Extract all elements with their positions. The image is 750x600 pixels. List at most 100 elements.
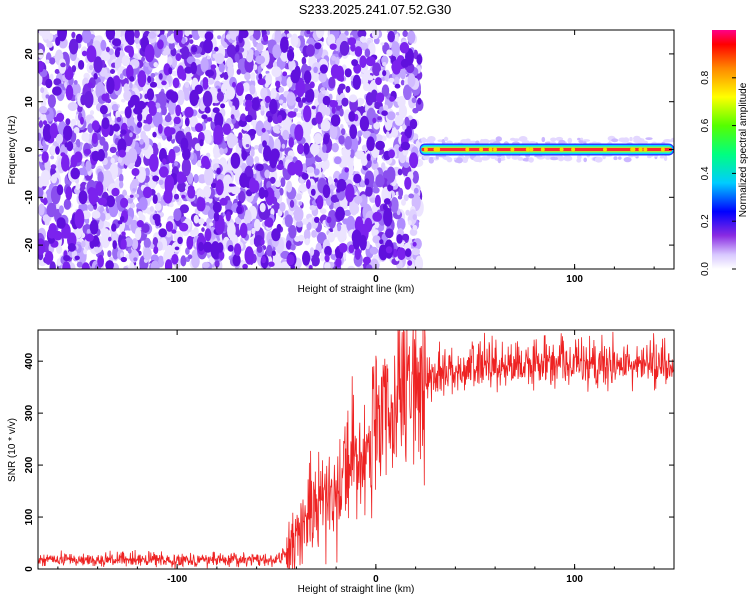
noise-blob	[38, 203, 45, 216]
noise-blob	[129, 82, 133, 89]
spectrogram-x-tick-label: 0	[373, 274, 379, 285]
noise-blob	[75, 138, 81, 149]
noise-blob-strong	[114, 48, 120, 58]
noise-blob-strong	[261, 127, 266, 133]
signal-hotspot	[465, 147, 470, 152]
noise-blob	[76, 261, 83, 268]
noise-blob	[320, 119, 331, 132]
noise-blob	[377, 116, 382, 121]
noise-blob	[164, 114, 172, 123]
noise-blob	[184, 30, 190, 37]
noise-blob	[102, 52, 111, 61]
noise-blob-strong	[194, 84, 203, 95]
noise-blob-strong	[204, 31, 214, 41]
noise-blob	[179, 204, 189, 214]
noise-blob	[81, 132, 90, 142]
noise-blob	[250, 72, 256, 81]
noise-blob-strong	[306, 179, 311, 190]
colorbar-tick-label: 0.4	[700, 166, 711, 180]
noise-blob	[157, 142, 162, 150]
noise-blob-strong	[112, 38, 122, 47]
noise-blob-strong	[97, 197, 108, 206]
noise-blob	[129, 261, 135, 269]
noise-blob	[81, 30, 92, 44]
noise-blob	[53, 78, 62, 86]
noise-blob	[298, 183, 308, 193]
noise-blob-strong	[331, 106, 336, 114]
noise-blob-strong	[323, 134, 330, 145]
noise-blob	[136, 202, 143, 209]
noise-blob-strong	[42, 123, 52, 142]
noise-blob	[282, 115, 292, 133]
noise-blob	[115, 110, 121, 119]
noise-blob	[83, 248, 87, 255]
noise-blob	[260, 100, 265, 107]
noise-blob	[282, 129, 290, 141]
noise-blob-strong	[268, 261, 275, 267]
noise-blob	[203, 129, 212, 138]
noise-blob-strong	[129, 76, 135, 82]
noise-blob-strong	[314, 42, 322, 50]
noise-blob	[109, 146, 117, 154]
noise-blob	[372, 235, 381, 244]
noise-blob	[148, 31, 157, 39]
signal-halo	[517, 156, 524, 161]
noise-blob	[281, 143, 286, 149]
snr-x-axis-label: Height of straight line (km)	[298, 584, 415, 595]
noise-blob	[105, 46, 110, 53]
signal-halo	[577, 137, 581, 141]
noise-blob-strong	[260, 239, 265, 246]
noise-blob-strong	[338, 243, 348, 253]
spectrogram-y-tick-label: 20	[24, 48, 35, 60]
noise-blob	[252, 30, 261, 41]
noise-blob-strong	[296, 84, 305, 91]
noise-blob	[336, 223, 342, 232]
noise-blob	[111, 103, 119, 112]
noise-blob-strong	[70, 154, 78, 168]
noise-blob-strong	[232, 253, 241, 267]
noise-blob	[295, 193, 302, 201]
noise-blob-strong	[409, 118, 418, 130]
noise-blob	[400, 79, 405, 86]
noise-blob	[360, 42, 369, 51]
noise-blob-strong	[81, 50, 88, 57]
noise-blob	[40, 30, 51, 40]
noise-blob	[318, 71, 327, 83]
noise-blob	[265, 73, 273, 86]
noise-blob	[296, 112, 302, 118]
noise-blob	[227, 65, 235, 78]
noise-blob-strong	[180, 71, 187, 81]
noise-blob	[119, 180, 124, 189]
noise-blob-strong	[119, 215, 125, 222]
noise-blob-strong	[165, 221, 174, 232]
noise-blob	[214, 53, 225, 64]
noise-blob-strong	[344, 167, 350, 173]
signal-halo	[594, 156, 603, 163]
noise-blob	[230, 114, 235, 120]
noise-blob-strong	[288, 137, 294, 148]
noise-blob	[408, 220, 412, 226]
noise-blob	[348, 159, 354, 169]
noise-blob	[344, 147, 351, 158]
noise-blob	[245, 144, 250, 148]
noise-blob-strong	[85, 233, 94, 242]
noise-blob-strong	[75, 33, 83, 44]
noise-blob-strong	[173, 30, 183, 43]
noise-blob	[226, 132, 236, 149]
noise-blob	[100, 212, 106, 222]
noise-blob-strong	[310, 188, 316, 196]
signal-halo	[473, 156, 482, 162]
noise-blob-strong	[336, 178, 347, 192]
noise-blob-strong	[280, 36, 289, 53]
noise-blob-strong	[308, 264, 313, 269]
noise-blob-strong	[124, 30, 135, 44]
noise-blob-strong	[62, 125, 73, 141]
signal-hotspot	[479, 147, 484, 152]
noise-blob	[169, 202, 174, 208]
signal-halo	[583, 157, 587, 163]
noise-blob	[58, 205, 64, 214]
noise-blob-strong	[404, 248, 412, 258]
noise-blob	[331, 250, 336, 255]
